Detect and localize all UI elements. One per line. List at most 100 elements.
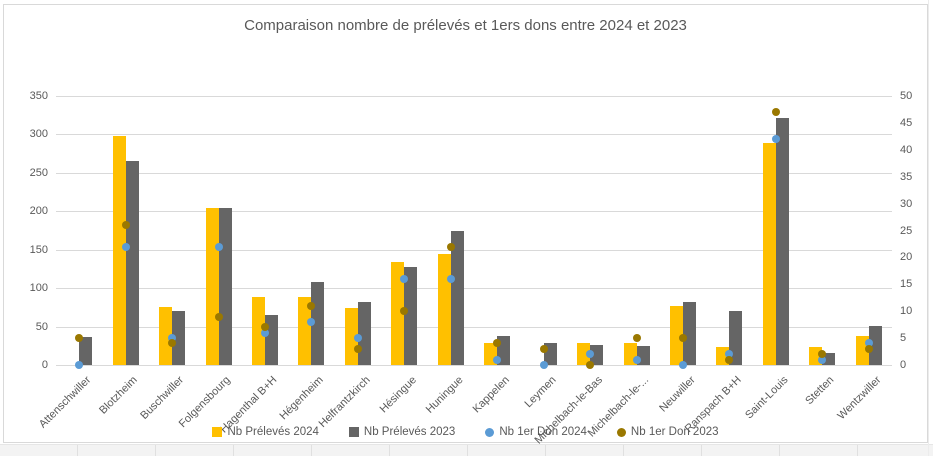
- bar-prelevés-2024: [391, 262, 405, 365]
- y-axis-tick-right: 15: [900, 278, 913, 291]
- dot-1er-don-2023: [121, 221, 130, 230]
- dot-1er-don-2023: [75, 334, 84, 343]
- dot-1er-don-2024: [493, 355, 502, 364]
- chart-legend: Nb Prélevés 2024 Nb Prélevés 2023 Nb 1er…: [4, 424, 927, 440]
- chart-object[interactable]: Comparaison nombre de prélevés et 1ers d…: [3, 4, 928, 446]
- y-axis-tick-left: 50: [35, 320, 48, 333]
- dot-1er-don-2023: [493, 339, 502, 348]
- category-label: Saint-Louis: [742, 374, 791, 422]
- bar-prelevés-2024: [252, 297, 265, 365]
- dot-1er-don-2024: [539, 361, 548, 369]
- legend-square-icon: [348, 427, 359, 437]
- y-axis-tick-right: 50: [900, 90, 913, 102]
- dot-1er-don-2024: [121, 242, 130, 251]
- category-label: Hégenheim: [277, 374, 326, 423]
- sheet-cells-strip: [0, 444, 933, 456]
- dot-1er-don-2024: [864, 339, 873, 348]
- bar-prelevés-2024: [577, 343, 591, 365]
- bar-prelevés-2023: [79, 336, 93, 365]
- category-label: Stetten: [803, 374, 837, 408]
- dot-1er-don-2024: [725, 350, 734, 359]
- plot-area: 0 50 100 150 200 250 300 350 0 5 10 15 20 25 30 35 40 45 5…: [4, 5, 927, 446]
- legend-square-icon: [212, 427, 223, 437]
- bar-prelevés-2023: [125, 160, 139, 365]
- category-label: Attenschwiller: [37, 374, 94, 431]
- bar-prelevés-2023: [172, 311, 186, 365]
- dot-1er-don-2024: [75, 361, 84, 369]
- legend-item-1er-don-2024: Nb 1er Don 2024: [485, 426, 587, 438]
- sheet-column-border: [928, 0, 929, 456]
- bar-prelevés-2024: [205, 208, 219, 365]
- dot-1er-don-2024: [307, 317, 316, 326]
- y-axis-tick-left: 300: [29, 128, 48, 141]
- y-axis-tick-right: 30: [900, 197, 913, 210]
- dot-1er-don-2023: [818, 350, 827, 359]
- legend-item-prelevés-2024: Nb Prélevés 2024: [212, 426, 319, 438]
- category-label: Buschwiller: [138, 374, 187, 422]
- bar-prelevés-2024: [762, 142, 776, 365]
- dot-1er-don-2023: [214, 312, 223, 321]
- dot-1er-don-2023: [353, 344, 362, 353]
- y-axis-tick-right: 25: [900, 224, 913, 237]
- gridline: [56, 96, 892, 97]
- bar-prelevés-2024: [112, 135, 126, 365]
- dot-1er-don-2023: [168, 339, 177, 348]
- dot-1er-don-2023: [771, 108, 780, 117]
- legend-item-1er-don-2023: Nb 1er Don 2023: [616, 426, 719, 438]
- dot-1er-don-2023: [679, 334, 687, 343]
- dot-1er-don-2023: [586, 361, 595, 369]
- legend-label: Nb Prélevés 2023: [363, 426, 456, 438]
- y-axis-tick-left: 200: [29, 205, 48, 218]
- legend-label: Nb Prélevés 2024: [227, 426, 319, 438]
- y-axis-tick-right: 0: [900, 359, 907, 371]
- dot-1er-don-2024: [353, 334, 362, 343]
- gridline: [56, 288, 892, 290]
- legend-item-prelevés-2023: Nb Prélevés 2023: [348, 426, 456, 438]
- dot-1er-don-2023: [864, 344, 873, 353]
- y-axis-tick-right: 5: [900, 332, 907, 345]
- gridline: [56, 365, 892, 366]
- dot-1er-don-2023: [725, 355, 734, 364]
- y-axis-tick-left: 100: [29, 282, 48, 295]
- y-axis-tick-right: 40: [900, 143, 913, 156]
- bar-prelevés-2023: [404, 267, 418, 365]
- bar-prelevés-2023: [590, 345, 604, 365]
- dot-1er-don-2024: [586, 350, 595, 359]
- y-axis-tick-right: 45: [900, 116, 913, 129]
- bar-prelevés-2024: [437, 253, 451, 365]
- bar-prelevés-2023: [450, 230, 464, 365]
- y-axis-tick-left: 0: [41, 359, 48, 371]
- dot-1er-don-2023: [632, 334, 641, 343]
- bar-prelevés-2024: [298, 296, 312, 365]
- dot-1er-don-2024: [632, 355, 641, 364]
- bar-prelevés-2023: [218, 208, 232, 365]
- dot-1er-don-2023: [307, 301, 316, 310]
- y-axis-tick-right: 35: [900, 170, 913, 183]
- y-axis-tick-right: 10: [900, 305, 913, 318]
- category-label: Blotzheim: [97, 374, 141, 417]
- bar-prelevés-2023: [683, 301, 696, 365]
- bar-prelevés-2024: [670, 305, 683, 365]
- bar-prelevés-2023: [822, 353, 836, 365]
- chart-title: Comparaison nombre de prélevés et 1ers d…: [244, 17, 687, 34]
- dot-1er-don-2023: [400, 307, 409, 316]
- bar-prelevés-2024: [159, 306, 173, 365]
- dot-1er-don-2024: [679, 361, 687, 369]
- category-label: Leymen: [521, 374, 559, 411]
- category-label: Huningue: [423, 374, 466, 416]
- bar-prelevés-2023: [775, 117, 789, 365]
- dot-1er-don-2024: [446, 274, 455, 283]
- dot-1er-don-2023: [539, 344, 548, 353]
- dot-1er-don-2024: [400, 274, 409, 283]
- dot-1er-don-2023: [446, 242, 455, 251]
- gridline: [56, 172, 892, 174]
- gridline: [56, 134, 892, 136]
- legend-label: Nb 1er Don 2024: [499, 426, 587, 438]
- y-axis-tick-left: 250: [29, 166, 48, 179]
- bar-prelevés-2023: [311, 281, 325, 365]
- legend-label: Nb 1er Don 2023: [630, 426, 719, 438]
- legend-dot-icon: [485, 427, 495, 437]
- category-label: Hésingue: [377, 374, 419, 416]
- y-axis-tick-right: 20: [900, 251, 913, 264]
